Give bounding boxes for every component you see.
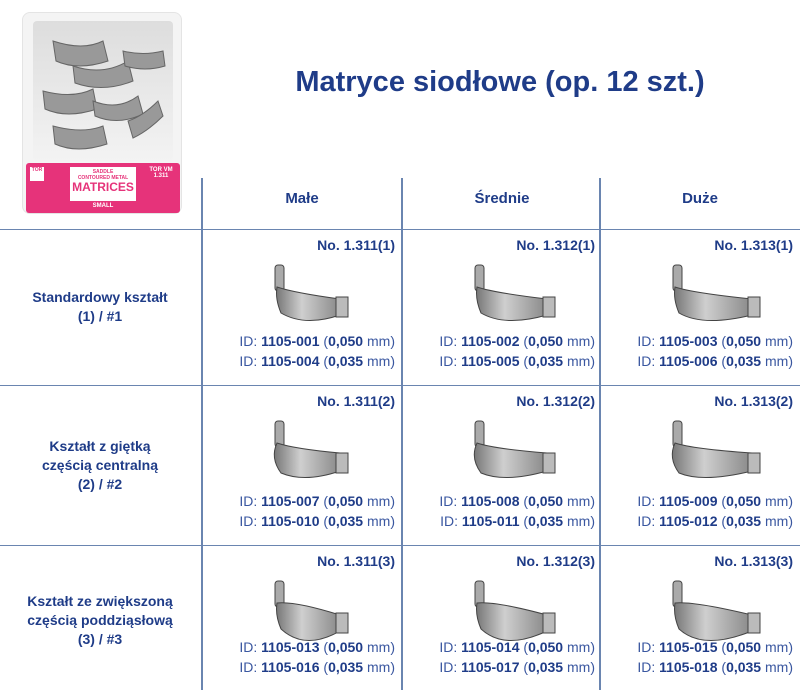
- product-number: No. 1.311(1): [317, 237, 395, 253]
- product-number: No. 1.312(1): [516, 237, 595, 253]
- product-id-line: ID: 1105-017 (0,035 mm): [439, 659, 595, 675]
- product-cell: No. 1.311(1) ID: 1105-001 (0,050 mm) ID: …: [203, 229, 401, 385]
- product-id-line: ID: 1105-009 (0,050 mm): [637, 493, 793, 509]
- product-id-line: ID: 1105-005 (0,035 mm): [439, 353, 595, 369]
- column-header-medium: Średnie: [474, 190, 530, 207]
- package-product: MATRICES: [72, 180, 134, 194]
- package-code: TOR VM 1.311: [149, 167, 173, 179]
- row-label: Standardowy kształt (1) / #1: [0, 288, 200, 326]
- package-line: CONTOURED METAL: [77, 175, 129, 181]
- matrix-band-image: [474, 580, 556, 641]
- row-label-line: Kształt ze zwiększoną: [27, 592, 173, 609]
- matrix-band-image: [474, 264, 556, 322]
- product-number: No. 1.313(2): [714, 393, 793, 409]
- column-header-large: Duże: [682, 190, 718, 207]
- column-header-small: Małe: [285, 190, 319, 207]
- product-id-line: ID: 1105-011 (0,035 mm): [440, 513, 595, 529]
- product-id-line: ID: 1105-015 (0,050 mm): [637, 639, 793, 655]
- product-cell: No. 1.312(2) ID: 1105-008 (0,050 mm) ID: …: [403, 385, 601, 545]
- product-cell: No. 1.311(3) ID: 1105-013 (0,050 mm) ID: …: [203, 545, 401, 695]
- matrix-band-image: [671, 420, 761, 479]
- product-id-line: ID: 1105-003 (0,050 mm): [637, 333, 793, 349]
- row-label-line: Kształt z giętką: [49, 437, 151, 454]
- matrix-band-image: [473, 420, 556, 479]
- product-number: No. 1.312(2): [516, 393, 595, 409]
- page-title: Matryce siodłowe (op. 12 szt.): [295, 66, 705, 98]
- product-id-line: ID: 1105-004 (0,035 mm): [239, 353, 395, 369]
- product-id-line: ID: 1105-013 (0,050 mm): [239, 639, 395, 655]
- divider: [0, 545, 800, 546]
- product-package-image: TOR SADDLE CONTOURED METAL MATRICES TOR …: [22, 12, 182, 214]
- product-id-line: ID: 1105-001 (0,050 mm): [239, 333, 395, 349]
- product-cell: No. 1.313(2) ID: 1105-009 (0,050 mm) ID: …: [601, 385, 799, 545]
- package-label: TOR SADDLE CONTOURED METAL MATRICES TOR …: [26, 163, 180, 213]
- matrix-band-image: [273, 420, 349, 478]
- product-number: No. 1.311(2): [317, 393, 395, 409]
- divider: [201, 178, 203, 690]
- product-number: No. 1.313(3): [714, 553, 793, 569]
- package-line: SADDLE: [92, 169, 114, 175]
- divider: [0, 229, 800, 230]
- row-label-line: częścią centralną: [42, 456, 158, 473]
- divider: [401, 178, 403, 690]
- product-id-line: ID: 1105-006 (0,035 mm): [637, 353, 793, 369]
- package-size: SMALL: [92, 203, 114, 209]
- product-id-line: ID: 1105-012 (0,035 mm): [637, 513, 793, 529]
- product-number: No. 1.311(3): [317, 553, 395, 569]
- package-product-name: SADDLE CONTOURED METAL MATRICES: [70, 167, 136, 201]
- product-cell: No. 1.312(1) ID: 1105-002 (0,050 mm) ID: …: [403, 229, 601, 385]
- product-id-line: ID: 1105-008 (0,050 mm): [439, 493, 595, 509]
- divider: [599, 178, 601, 690]
- matrix-band-image: [274, 264, 349, 321]
- divider: [0, 385, 800, 386]
- product-id-line: ID: 1105-002 (0,050 mm): [439, 333, 595, 349]
- row-label-line: (1) / #1: [77, 308, 123, 324]
- product-number: No. 1.312(3): [516, 553, 595, 569]
- matrix-band-image: [672, 580, 761, 641]
- row-label: Kształt ze zwiększoną częścią poddziąsłow…: [0, 592, 200, 649]
- brand-logo: TOR: [30, 167, 44, 181]
- product-id-line: ID: 1105-014 (0,050 mm): [439, 639, 595, 655]
- row-label-line: częścią poddziąsłową: [27, 611, 173, 628]
- product-id-line: ID: 1105-016 (0,035 mm): [239, 659, 395, 675]
- matrices-photo: [33, 21, 173, 161]
- product-id-line: ID: 1105-010 (0,035 mm): [239, 513, 395, 529]
- matrix-band-image: [672, 264, 761, 322]
- row-label: Kształt z giętką częścią centralną (2) / #…: [0, 437, 200, 494]
- row-label-line: Standardowy kształt: [32, 289, 168, 305]
- product-cell: No. 1.313(1) ID: 1105-003 (0,050 mm) ID: …: [601, 229, 799, 385]
- product-id-line: ID: 1105-007 (0,050 mm): [239, 493, 395, 509]
- row-label-line: (3) / #3: [77, 630, 123, 647]
- product-number: No. 1.313(1): [714, 237, 793, 253]
- matrix-band-image: [274, 580, 349, 641]
- product-id-line: ID: 1105-018 (0,035 mm): [637, 659, 793, 675]
- product-cell: No. 1.313(3) ID: 1105-015 (0,050 mm) ID: …: [601, 545, 799, 695]
- row-label-line: (2) / #2: [77, 475, 123, 492]
- product-cell: No. 1.311(2) ID: 1105-007 (0,050 mm) ID: …: [203, 385, 401, 545]
- product-cell: No. 1.312(3) ID: 1105-014 (0,050 mm) ID: …: [403, 545, 601, 695]
